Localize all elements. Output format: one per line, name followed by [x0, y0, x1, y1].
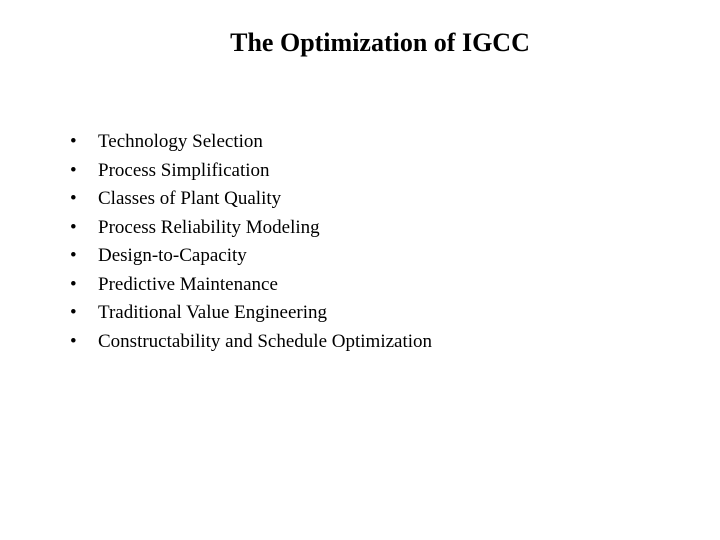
- bullet-text: Design-to-Capacity: [98, 242, 247, 271]
- bullet-icon: •: [70, 185, 98, 214]
- list-item: • Traditional Value Engineering: [70, 299, 720, 328]
- list-item: • Classes of Plant Quality: [70, 185, 720, 214]
- bullet-text: Constructability and Schedule Optimizati…: [98, 328, 432, 357]
- slide-title: The Optimization of IGCC: [0, 28, 720, 58]
- bullet-icon: •: [70, 242, 98, 271]
- bullet-text: Traditional Value Engineering: [98, 299, 327, 328]
- bullet-text: Predictive Maintenance: [98, 271, 278, 300]
- slide-container: The Optimization of IGCC • Technology Se…: [0, 0, 720, 540]
- bullet-icon: •: [70, 214, 98, 243]
- bullet-text: Process Reliability Modeling: [98, 214, 320, 243]
- bullet-icon: •: [70, 128, 98, 157]
- bullet-icon: •: [70, 299, 98, 328]
- list-item: • Technology Selection: [70, 128, 720, 157]
- bullet-text: Classes of Plant Quality: [98, 185, 281, 214]
- bullet-list: • Technology Selection • Process Simplif…: [0, 128, 720, 356]
- bullet-text: Technology Selection: [98, 128, 263, 157]
- bullet-icon: •: [70, 157, 98, 186]
- bullet-icon: •: [70, 271, 98, 300]
- bullet-text: Process Simplification: [98, 157, 270, 186]
- list-item: • Process Simplification: [70, 157, 720, 186]
- list-item: • Process Reliability Modeling: [70, 214, 720, 243]
- list-item: • Predictive Maintenance: [70, 271, 720, 300]
- list-item: • Constructability and Schedule Optimiza…: [70, 328, 720, 357]
- bullet-icon: •: [70, 328, 98, 357]
- list-item: • Design-to-Capacity: [70, 242, 720, 271]
